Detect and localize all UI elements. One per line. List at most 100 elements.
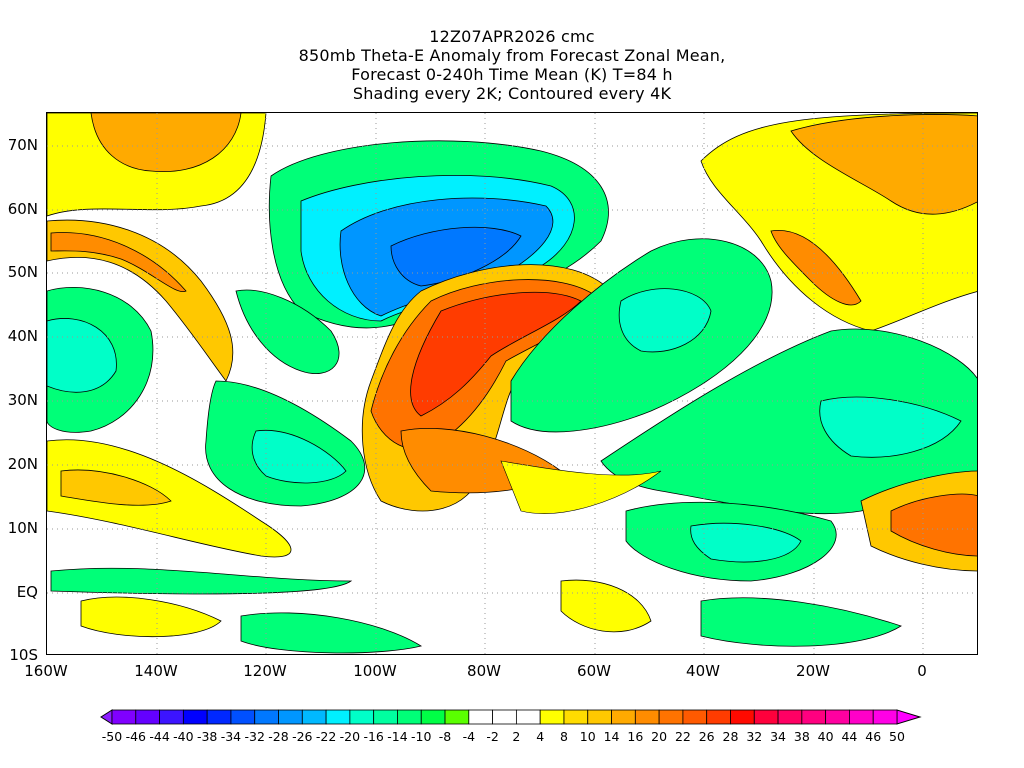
warm-band-europe <box>770 229 862 306</box>
title-forecast-period: Forecast 0-240h Time Mean (K) T=84 h <box>351 65 673 84</box>
colorbar-label: 44 <box>841 729 857 744</box>
lon-label: 120W <box>243 662 287 680</box>
lat-label: 70N <box>7 136 38 154</box>
colorbar-swatch <box>278 709 303 725</box>
warm-core-africa <box>890 493 977 557</box>
cool-core-west-atlantic <box>618 288 712 353</box>
lat-label: 40N <box>7 327 38 345</box>
colorbar-swatch <box>397 709 422 725</box>
colorbar-label: 32 <box>746 729 762 744</box>
colorbar-label: 2 <box>512 729 520 744</box>
colorbar-label: -40 <box>173 729 193 744</box>
colorbar-label: -2 <box>486 729 498 744</box>
cool-core-eastern-pacific <box>251 429 347 484</box>
colorbar-label: 50 <box>889 729 905 744</box>
colorbar-swatch <box>730 709 755 725</box>
colorbar-swatch <box>420 709 446 725</box>
cool-strip-equatorial-pacific <box>50 567 353 595</box>
colorbar-swatch <box>111 709 137 725</box>
warm-patch-south-america <box>560 579 652 633</box>
colorbar-swatch <box>587 709 612 725</box>
colorbar-label: -16 <box>363 729 383 744</box>
lon-label: 20W <box>796 662 830 680</box>
lat-label: 30N <box>7 391 38 409</box>
title-shading-info: Shading every 2K; Contoured every 4K <box>352 84 672 103</box>
colorbar-swatch <box>349 709 375 725</box>
lat-label: 20N <box>7 455 38 473</box>
lon-label: 0 <box>917 662 927 680</box>
colorbar-swatch <box>563 709 589 725</box>
colorbar-label: -50 <box>102 729 122 744</box>
colorbar-label: 34 <box>770 729 786 744</box>
cool-region-western-us <box>235 289 340 374</box>
colorbar-label: -32 <box>245 729 265 744</box>
colorbar-swatch <box>611 709 636 725</box>
lon-label: 80W <box>467 662 501 680</box>
colorbar-label: 4 <box>536 729 544 744</box>
cool-patch-south-atlantic-eq <box>700 597 902 647</box>
cold-core-deep <box>390 226 522 287</box>
lon-label: 60W <box>577 662 611 680</box>
colorbar-label: 16 <box>627 729 643 744</box>
colorbar-label: -4 <box>463 729 476 744</box>
warm-core-alaska <box>90 113 242 173</box>
colorbar-label: -34 <box>221 729 241 744</box>
colorbar-label: 28 <box>723 729 739 744</box>
colorbar-label: -22 <box>316 729 336 744</box>
colorbar-swatch <box>801 709 827 725</box>
lon-label: 140W <box>134 662 178 680</box>
colorbar-label: -20 <box>340 729 360 744</box>
colorbar-label: 46 <box>865 729 881 744</box>
warm-band-core <box>50 232 187 293</box>
colorbar-swatch <box>515 709 541 725</box>
colorbar-label: -46 <box>126 729 146 744</box>
anomaly-field <box>47 113 977 654</box>
colorbar-swatch <box>777 709 803 725</box>
lat-label: 60N <box>7 200 38 218</box>
lat-label: 50N <box>7 263 38 281</box>
map-plot-area <box>46 112 978 655</box>
warm-band-tropical-atlantic <box>500 460 662 514</box>
colorbar-label: -44 <box>149 729 169 744</box>
lon-label: 40W <box>686 662 720 680</box>
warm-band-subtropical-pacific <box>47 439 292 558</box>
colorbar-label: 26 <box>699 729 715 744</box>
warm-patch-equatorial <box>80 596 222 638</box>
colorbar-label: 40 <box>818 729 834 744</box>
colorbar-swatch <box>468 709 494 725</box>
colorbar-swatch <box>301 709 327 725</box>
colorbar-swatch <box>254 709 279 725</box>
colorbar-label: -28 <box>268 729 288 744</box>
colorbar-swatch <box>825 709 850 725</box>
colorbar-label: 38 <box>794 729 810 744</box>
colorbar-label: 8 <box>560 729 568 744</box>
colorbar-label: 10 <box>580 729 596 744</box>
colorbar-swatch <box>444 709 470 725</box>
colorbar-label: 22 <box>675 729 691 744</box>
cool-core-south-atlantic <box>690 522 802 563</box>
colorbar-swatch <box>182 709 208 725</box>
cool-patch-equatorial <box>240 612 423 654</box>
colorbar-swatch <box>634 709 660 725</box>
colorbar-swatch <box>753 709 779 725</box>
hot-core-eastern-us <box>410 291 582 417</box>
colorbar-label: -8 <box>439 729 452 744</box>
colorbar-swatch <box>230 709 256 725</box>
colorbar-label: -38 <box>197 729 217 744</box>
lat-label: EQ <box>16 583 38 601</box>
colorbar-label: -14 <box>387 729 407 744</box>
colorbar-over-arrow <box>896 709 922 725</box>
colorbar-swatch <box>325 709 351 725</box>
grid-lines <box>47 113 977 654</box>
colorbar-swatch <box>849 709 874 725</box>
warm-core-north-atlantic <box>790 114 977 215</box>
colorbar-swatch <box>206 709 232 725</box>
colorbar-swatch <box>373 709 398 725</box>
colorbar-under-arrow <box>100 709 113 725</box>
cool-core-central-pacific <box>47 318 117 393</box>
lat-label: 10S <box>9 646 38 664</box>
lon-label: 160W <box>24 662 68 680</box>
colorbar-swatch <box>682 709 708 725</box>
colorbar-swatch <box>492 709 517 725</box>
lon-label: 100W <box>353 662 397 680</box>
